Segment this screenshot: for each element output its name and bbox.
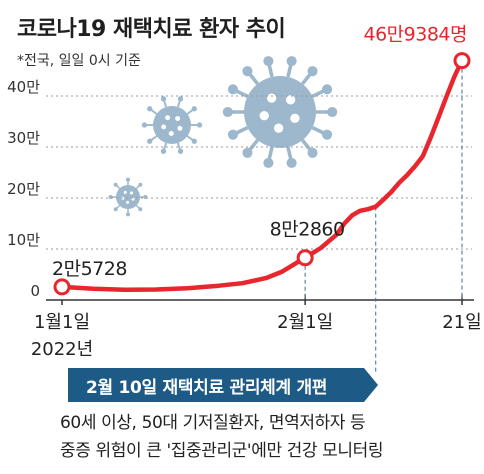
y-tick-label: 40만 — [7, 78, 40, 96]
event-banner-text: 2월 10일 재택치료 관리체계 개편 — [86, 378, 328, 398]
data-point-marker — [53, 278, 71, 296]
data-point-marker — [453, 52, 471, 70]
policy-note-line-1: 60세 이상, 50대 기저질환자, 면역저하자 등 — [60, 413, 366, 433]
x-tick-label: 2월1일 — [277, 312, 333, 333]
virus-small-icon — [108, 177, 148, 217]
chart-title: 코로나19 재택치료 환자 추이 — [17, 17, 286, 42]
series-line — [59, 58, 465, 293]
data-label: 46만9384명 — [364, 24, 468, 46]
data-label: 2만5728 — [52, 258, 127, 280]
virus-medium-icon — [141, 96, 203, 154]
y-tick-label: 10만 — [7, 231, 40, 249]
x-tick-sublabel: 2022년 — [31, 339, 93, 360]
y-tick-label: 20만 — [7, 180, 40, 198]
x-tick-label: 21일 — [442, 312, 481, 333]
policy-note-line-2: 중증 위험이 큰 '집중관리군'에만 건강 모니터링 — [60, 441, 384, 461]
virus-large-icon — [222, 56, 338, 168]
banner-arrow-shape — [68, 368, 378, 402]
x-tick-label: 1월1일 — [34, 312, 90, 333]
data-point-marker — [296, 249, 314, 267]
y-tick-label: 0 — [30, 282, 40, 300]
data-label: 8만2860 — [270, 219, 345, 241]
chart-subtitle: *전국, 일일 0시 기준 — [17, 53, 141, 69]
y-tick-label: 30만 — [7, 129, 40, 147]
